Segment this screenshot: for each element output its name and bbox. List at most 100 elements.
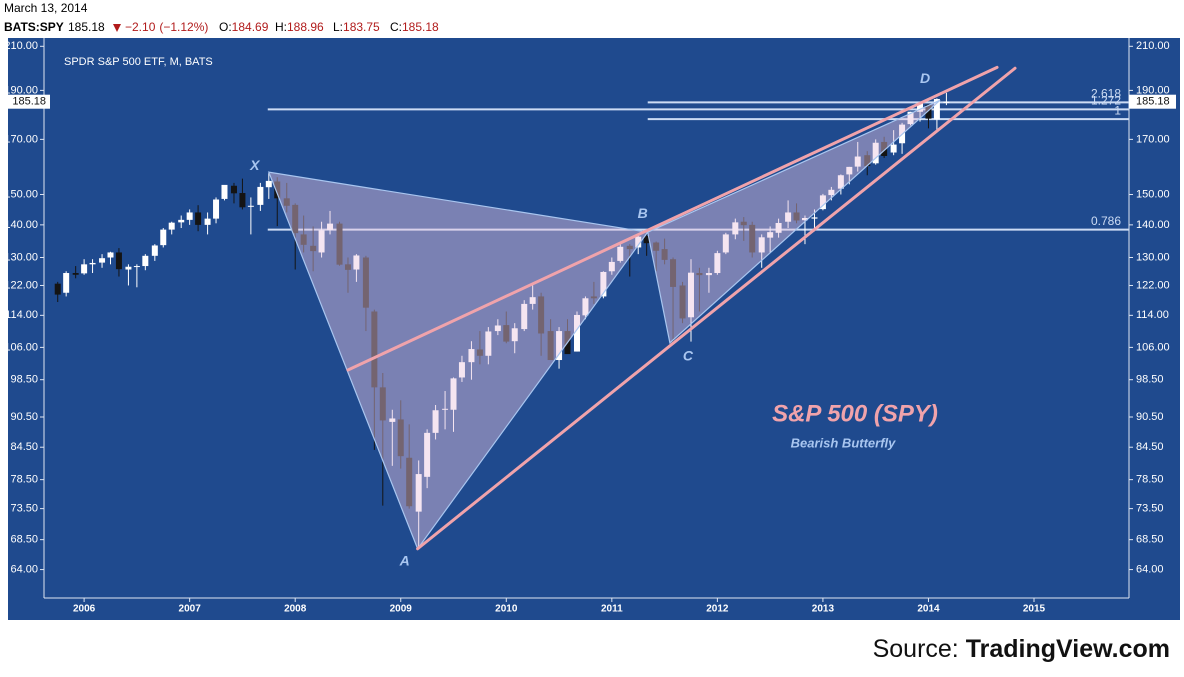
x-tick-label: 2006 — [73, 604, 96, 615]
candle-body — [608, 261, 615, 272]
y2-tick-label: 170.00 — [1136, 133, 1170, 145]
change-pct: (−1.12%) — [159, 20, 208, 34]
candle-body — [195, 212, 202, 225]
y2-tick-label: 98.50 — [1136, 374, 1164, 386]
candle-body — [432, 410, 439, 433]
candle-body — [626, 245, 633, 250]
trendline — [346, 65, 999, 372]
candle-body — [99, 258, 106, 263]
y2-tick-label: 64.00 — [1136, 563, 1164, 575]
candle-body — [353, 255, 360, 270]
candle-body — [574, 314, 581, 352]
y-tick-label: 130.00 — [4, 251, 38, 263]
candle-body — [740, 221, 747, 226]
candle-body — [819, 195, 826, 210]
point-label: B — [638, 205, 648, 221]
candle-body — [907, 111, 914, 125]
value: 184.69 — [232, 20, 269, 34]
candle-body — [582, 298, 589, 316]
x-tick-label: 2010 — [495, 604, 518, 615]
price-box — [1129, 94, 1176, 109]
candle-body — [485, 331, 492, 356]
source: Source: TradingView.com — [873, 635, 1170, 663]
candle-body — [661, 249, 668, 260]
fib-label: 1 — [1114, 103, 1121, 117]
y-tick-label: 210.00 — [4, 40, 38, 52]
candle-body — [494, 325, 501, 332]
candle-body — [854, 156, 861, 167]
candle-body — [63, 273, 70, 293]
candle-body — [767, 232, 774, 238]
y-tick-label: 122.00 — [4, 279, 38, 291]
candle-body — [933, 99, 940, 120]
price-box-label: 185.18 — [1136, 96, 1170, 108]
candle-body — [300, 234, 307, 245]
candle-body — [81, 264, 88, 274]
y-tick-label: 140.00 — [4, 219, 38, 231]
candle-body — [362, 257, 369, 308]
y2-tick-label: 190.00 — [1136, 84, 1170, 96]
date: March 13, 2014 — [4, 1, 88, 15]
candle-body — [837, 175, 844, 189]
fib-label: 0.786 — [1091, 214, 1121, 228]
change-value: −2.10 — [125, 20, 156, 34]
y-tick-label: 190.00 — [4, 84, 38, 96]
y-tick-label: 114.00 — [5, 309, 38, 321]
candle-body — [186, 212, 193, 220]
pattern-triangle — [267, 171, 649, 550]
candle-body — [168, 222, 175, 230]
pattern-triangle — [647, 99, 941, 344]
y-tick-label: 73.50 — [10, 503, 38, 515]
y2-tick-label: 106.00 — [1136, 341, 1170, 353]
y-tick-label: 98.50 — [10, 374, 38, 386]
x-tick-label: 2011 — [601, 604, 623, 615]
x-tick-label: 2008 — [284, 604, 307, 615]
candle-body — [115, 252, 122, 270]
point-label: A — [399, 552, 410, 568]
y-tick-label: 106.00 — [4, 341, 38, 353]
change: −2.10 (−1.12%) — [125, 20, 208, 34]
candle-body — [389, 418, 396, 422]
candle-body — [204, 218, 211, 225]
y-tick-label: 84.50 — [10, 441, 38, 453]
y2-tick-label: 78.50 — [1136, 474, 1164, 486]
value: 183.75 — [343, 20, 380, 34]
y2-tick-label: 73.50 — [1136, 503, 1164, 515]
candle-body — [811, 217, 818, 219]
price-box-label: 185.18 — [12, 96, 46, 108]
candle-body — [458, 362, 465, 378]
y-tick-label: 68.50 — [10, 534, 38, 546]
candle-body — [89, 262, 96, 265]
prefix: L: — [333, 20, 343, 34]
source-name: TradingView.com — [966, 635, 1170, 663]
candle-body — [732, 222, 739, 235]
candle-body — [265, 180, 272, 188]
source-label: Source: — [873, 635, 959, 663]
candle-body — [696, 273, 703, 276]
candle-body — [785, 212, 792, 222]
candle-body — [442, 408, 449, 410]
candle-body — [476, 349, 483, 356]
candle-body — [283, 198, 290, 206]
point-label: C — [683, 348, 694, 364]
candle-body — [274, 181, 281, 199]
chart-title: SPDR S&P 500 ETF, M, BATS — [64, 56, 213, 68]
candle-body — [872, 142, 879, 164]
candle-body — [881, 141, 888, 156]
prefix: O: — [219, 20, 232, 34]
last-price: 185.18 — [68, 20, 105, 34]
price-box — [8, 94, 50, 109]
candle-body — [336, 223, 343, 265]
y-tick-label: 90.50 — [10, 411, 38, 423]
candle-body — [415, 474, 422, 512]
candle-body — [722, 234, 729, 253]
candle-body — [142, 255, 149, 267]
candle-body — [890, 144, 897, 153]
ohlc-high: H:188.96 — [275, 20, 324, 34]
candle-body — [133, 266, 140, 268]
value: 185.18 — [402, 20, 439, 34]
ohlc-low: L:183.75 — [333, 20, 380, 34]
down-arrow — [113, 24, 121, 32]
